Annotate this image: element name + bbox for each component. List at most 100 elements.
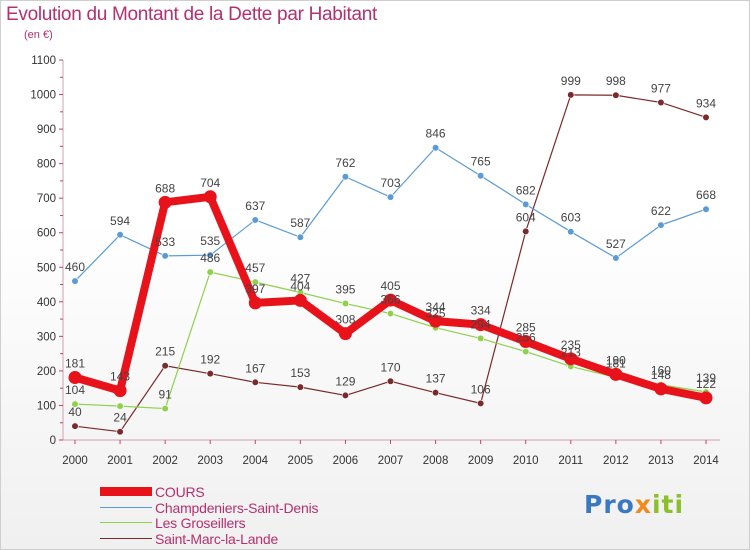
data-point-saint-marc-la-lande xyxy=(431,389,440,397)
data-label-les-groseillers: 486 xyxy=(200,251,220,265)
chart-title: Evolution du Montant de la Dette par Hab… xyxy=(6,4,377,25)
x-tick-label: 2009 xyxy=(468,455,494,467)
series-layer xyxy=(68,91,713,436)
x-tick-label: 2008 xyxy=(423,455,449,467)
data-label-cours: 334 xyxy=(471,304,491,318)
data-point-cours xyxy=(609,367,623,381)
data-label-champdeniers-saint-denis: 682 xyxy=(516,183,536,197)
data-label-champdeniers-saint-denis: 703 xyxy=(380,176,400,190)
y-tick-label: 400 xyxy=(37,297,56,309)
proxiti-logo: Proxiti xyxy=(584,490,685,519)
legend-label-cours: COURS xyxy=(155,484,205,500)
data-point-saint-marc-la-lande xyxy=(657,98,665,107)
data-point-saint-marc-la-lande xyxy=(612,91,620,99)
data-point-cours xyxy=(338,327,352,341)
data-label-cours: 344 xyxy=(426,300,446,314)
data-label-champdeniers-saint-denis: 846 xyxy=(426,127,446,141)
data-point-les-groseillers xyxy=(477,334,485,343)
data-point-les-groseillers xyxy=(161,404,169,413)
y-tick-label: 100 xyxy=(37,400,56,412)
data-label-cours: 688 xyxy=(155,181,175,195)
data-label-cours: 148 xyxy=(651,368,671,382)
data-point-champdeniers-saint-denis xyxy=(386,193,395,201)
x-tick-label: 2006 xyxy=(333,455,359,467)
data-point-cours xyxy=(248,296,262,310)
x-tick-label: 2003 xyxy=(197,455,223,467)
data-label-champdeniers-saint-denis: 637 xyxy=(245,199,265,213)
data-point-les-groseillers xyxy=(341,299,350,308)
data-label-les-groseillers: 366 xyxy=(380,293,400,307)
data-label-les-groseillers: 139 xyxy=(696,371,716,385)
data-point-cours xyxy=(158,195,172,209)
series-line-champdeniers-saint-denis xyxy=(74,147,707,282)
data-label-champdeniers-saint-denis: 587 xyxy=(290,216,310,230)
data-label-les-groseillers: 160 xyxy=(651,364,671,378)
data-label-les-groseillers: 181 xyxy=(606,356,626,370)
y-tick-label: 600 xyxy=(37,228,56,240)
data-label-champdeniers-saint-denis: 622 xyxy=(651,204,671,218)
data-label-saint-marc-la-lande: 999 xyxy=(561,74,581,88)
data-label-saint-marc-la-lande: 40 xyxy=(68,405,82,419)
data-label-les-groseillers: 457 xyxy=(245,261,265,275)
x-tick-label: 2010 xyxy=(513,455,539,467)
data-point-saint-marc-la-lande xyxy=(341,391,350,400)
data-point-saint-marc-la-lande xyxy=(161,362,169,370)
data-label-les-groseillers: 427 xyxy=(290,271,310,285)
data-label-saint-marc-la-lande: 192 xyxy=(200,353,220,367)
legend-swatch-cours xyxy=(100,487,152,496)
data-label-cours: 397 xyxy=(245,282,265,296)
data-label-champdeniers-saint-denis: 535 xyxy=(200,234,220,248)
x-tick-label: 2002 xyxy=(152,455,178,467)
data-label-cours: 404 xyxy=(290,279,310,293)
data-label-saint-marc-la-lande: 153 xyxy=(290,366,310,380)
x-tick-label: 2014 xyxy=(693,455,719,467)
data-point-saint-marc-la-lande xyxy=(296,383,304,391)
data-label-saint-marc-la-lande: 977 xyxy=(651,81,671,95)
y-tick-label: 500 xyxy=(37,262,56,274)
data-label-champdeniers-saint-denis: 527 xyxy=(606,237,626,251)
data-label-saint-marc-la-lande: 215 xyxy=(155,345,175,359)
legend-swatch-groseillers xyxy=(100,522,152,523)
data-label-les-groseillers: 213 xyxy=(561,345,581,359)
x-tick-label: 2007 xyxy=(378,455,404,467)
legend-swatch-champdeniers xyxy=(100,506,152,508)
data-point-cours xyxy=(203,190,217,204)
x-tick-label: 2004 xyxy=(242,455,268,467)
data-point-saint-marc-la-lande xyxy=(116,428,124,436)
data-point-les-groseillers xyxy=(116,402,124,410)
chart-axes: 0 100 200 300 400 500 600 700 800 900 1000 1100 2000… xyxy=(30,55,720,467)
line-chart: 0 100 200 300 400 500 600 700 800 900 1000 1100 2000… xyxy=(30,55,720,467)
data-label-saint-marc-la-lande: 604 xyxy=(516,210,536,224)
data-label-saint-marc-la-lande: 167 xyxy=(245,361,265,375)
data-label-les-groseillers: 91 xyxy=(158,388,172,402)
data-label-cours: 405 xyxy=(380,279,400,293)
chart-unit-label: (en €) xyxy=(24,29,53,41)
data-point-champdeniers-saint-denis xyxy=(612,254,620,262)
data-label-champdeniers-saint-denis: 533 xyxy=(155,235,175,249)
x-tick-label: 2000 xyxy=(62,455,88,467)
data-point-les-groseillers xyxy=(206,268,214,276)
data-point-champdeniers-saint-denis xyxy=(71,277,79,285)
data-label-cours: 285 xyxy=(516,321,536,335)
data-label-les-groseillers: 395 xyxy=(335,283,355,297)
data-point-saint-marc-la-lande xyxy=(71,422,79,430)
data-point-champdeniers-saint-denis xyxy=(341,173,350,181)
data-point-saint-marc-la-lande xyxy=(251,378,259,386)
x-tick-label: 2012 xyxy=(603,455,629,467)
data-label-saint-marc-la-lande: 170 xyxy=(380,360,400,374)
data-point-champdeniers-saint-denis xyxy=(477,172,485,180)
data-label-les-groseillers: 256 xyxy=(516,331,536,345)
data-label-cours: 308 xyxy=(335,313,355,327)
data-point-cours xyxy=(564,352,578,366)
data-label-champdeniers-saint-denis: 762 xyxy=(335,156,355,170)
data-label-les-groseillers: 294 xyxy=(471,317,491,331)
data-point-champdeniers-saint-denis xyxy=(251,216,259,224)
legend-swatch-saint-marc xyxy=(100,537,152,539)
legend-label-champdeniers: Champdeniers-Saint-Denis xyxy=(155,499,319,516)
y-tick-label: 800 xyxy=(37,159,56,171)
x-tick-label: 2013 xyxy=(648,455,674,467)
data-label-champdeniers-saint-denis: 668 xyxy=(696,188,716,202)
data-point-champdeniers-saint-denis xyxy=(702,205,710,213)
y-tick-label: 0 xyxy=(50,435,56,447)
